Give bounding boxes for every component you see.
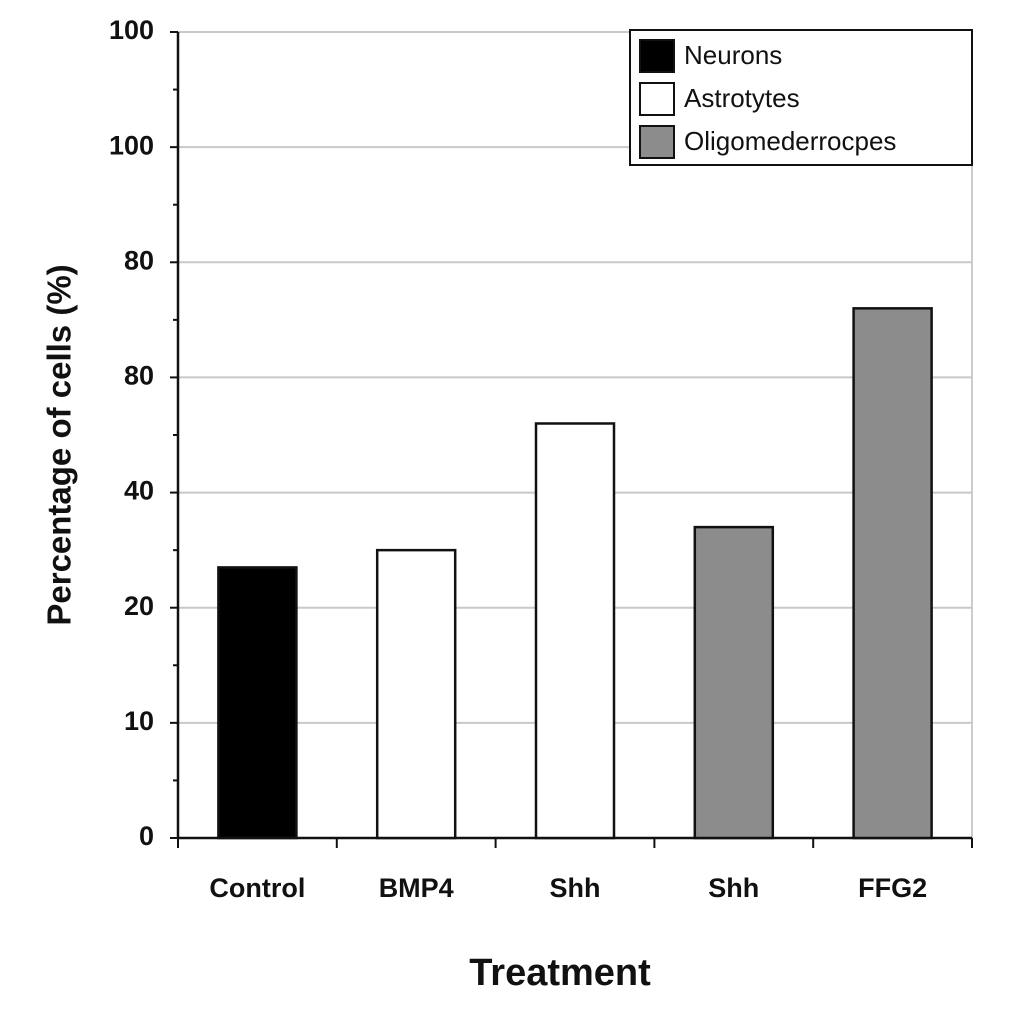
y-tick-label: 20: [124, 591, 154, 621]
y-tick-label: 100: [109, 15, 154, 45]
bar: [217, 566, 298, 840]
bar: [534, 422, 616, 840]
y-tick-label: 80: [124, 361, 154, 391]
x-tick-label: BMP4: [379, 873, 454, 903]
legend-label: Oligomederrocpes: [684, 126, 896, 156]
y-tick-label: 40: [124, 476, 154, 506]
x-axis-title: Treatment: [469, 952, 651, 994]
y-tick-label: 10: [124, 706, 154, 736]
legend-swatch: [639, 82, 675, 116]
legend-swatch: [639, 39, 675, 73]
bar: [375, 548, 457, 840]
x-tick-label: Shh: [550, 873, 601, 903]
legend-swatch: [639, 125, 675, 159]
y-tick-label: 0: [139, 821, 154, 851]
y-tick-label: 80: [124, 245, 154, 275]
bar: [693, 525, 775, 840]
x-tick-label: Shh: [708, 873, 759, 903]
legend-label: Neurons: [684, 40, 782, 70]
y-axis-title: Percentage of cells (%): [41, 264, 78, 625]
legend-label: Astrotytes: [684, 83, 800, 113]
x-tick-label: FFG2: [858, 873, 927, 903]
x-tick-label: Control: [209, 873, 305, 903]
y-tick-label: 100: [109, 130, 154, 160]
legend-box: [629, 29, 973, 166]
bar: [852, 307, 933, 840]
